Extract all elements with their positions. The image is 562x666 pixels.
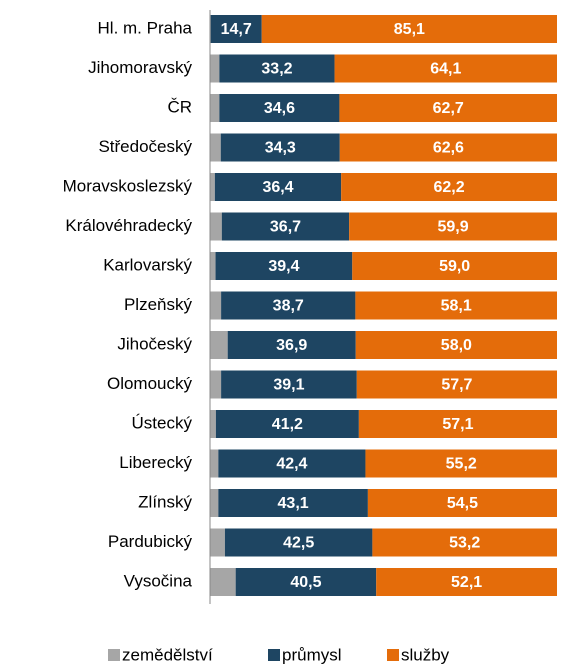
- bar-segment: [358, 410, 557, 438]
- bar-segment: [224, 528, 373, 557]
- value-label: 42,4: [276, 456, 307, 473]
- value-label: 54,5: [447, 495, 478, 512]
- bar-segment: [352, 252, 557, 280]
- value-label: 36,7: [270, 219, 301, 236]
- bar-segment: [349, 212, 557, 241]
- value-label: 62,7: [433, 100, 464, 117]
- bar-segment: [372, 528, 557, 557]
- bar-segment: [210, 528, 225, 557]
- bar-segment: [376, 568, 557, 596]
- value-label: 59,9: [438, 219, 469, 236]
- value-label: 57,1: [442, 416, 473, 433]
- category-label: Olomoucký: [107, 374, 193, 393]
- bar-segment: [210, 331, 228, 359]
- value-label: 14,7: [221, 21, 252, 38]
- bar-segment: [210, 94, 220, 122]
- bar-segment: [210, 489, 219, 517]
- legend-label: zemědělství: [122, 645, 213, 664]
- bar-segment: [215, 252, 353, 280]
- bar-segment: [219, 94, 340, 122]
- legend-label: průmysl: [282, 645, 342, 664]
- bar-segment: [210, 54, 220, 83]
- category-label: Hl. m. Praha: [98, 18, 193, 37]
- legend-swatch: [387, 649, 399, 661]
- value-label: 39,1: [273, 377, 304, 394]
- bar-segment: [210, 133, 221, 162]
- bar-segment: [221, 212, 350, 241]
- value-label: 62,2: [434, 179, 465, 196]
- legend-swatch: [108, 649, 120, 661]
- value-label: 52,1: [451, 574, 482, 591]
- bar-segment: [339, 94, 557, 122]
- category-label: Karlovarský: [103, 255, 192, 274]
- category-label: Liberecký: [119, 453, 192, 472]
- value-label: 85,1: [394, 21, 425, 38]
- value-label: 39,4: [268, 258, 299, 275]
- bar-segment: [355, 331, 557, 359]
- value-label: 53,2: [449, 535, 480, 552]
- category-label: Královéhradecký: [65, 216, 192, 235]
- bar-segment: [210, 449, 219, 478]
- legend-label: služby: [401, 645, 450, 664]
- bar-segment: [210, 568, 236, 596]
- bar-segment: [210, 15, 262, 43]
- value-label: 36,4: [262, 179, 293, 196]
- bar-segment: [218, 449, 366, 478]
- bar-segment: [227, 331, 356, 359]
- bar-segment: [210, 252, 216, 280]
- category-label: Jihomoravský: [88, 58, 192, 77]
- bar-segment: [210, 410, 216, 438]
- category-label: Plzeňský: [124, 295, 193, 314]
- value-label: 59,0: [439, 258, 470, 275]
- value-label: 58,0: [441, 337, 472, 354]
- bar-segment: [367, 489, 557, 517]
- value-label: 58,1: [441, 298, 472, 315]
- bar-segment: [220, 133, 340, 162]
- category-label: Moravskoslezský: [63, 176, 193, 195]
- value-label: 62,6: [433, 140, 464, 157]
- bar-segment: [261, 15, 557, 43]
- category-label: Středočeský: [98, 137, 192, 156]
- category-label: Pardubický: [108, 532, 193, 551]
- category-label: ČR: [167, 97, 192, 116]
- category-label: Ústecký: [132, 413, 193, 432]
- value-label: 40,5: [290, 574, 321, 591]
- value-label: 57,7: [441, 377, 472, 394]
- value-label: 64,1: [430, 61, 461, 78]
- value-label: 34,6: [264, 100, 295, 117]
- value-label: 42,5: [283, 535, 314, 552]
- value-label: 36,9: [276, 337, 307, 354]
- bar-segment: [210, 291, 222, 320]
- category-label: Vysočina: [124, 571, 193, 590]
- bar-segment: [355, 291, 557, 320]
- bar-segment: [219, 54, 335, 83]
- legend-swatch: [268, 649, 280, 661]
- value-label: 41,2: [272, 416, 303, 433]
- bar-segment: [218, 489, 368, 517]
- bar-segment: [365, 449, 557, 478]
- bar-segment: [235, 568, 377, 596]
- bar-segment: [214, 173, 342, 201]
- value-label: 55,2: [446, 456, 477, 473]
- bar-segment: [221, 291, 356, 320]
- bar-segment: [215, 410, 359, 438]
- bar-segment: [210, 212, 222, 241]
- value-label: 33,2: [261, 61, 292, 78]
- bar-segment: [334, 54, 557, 83]
- bar-segment: [210, 173, 215, 201]
- bar-segment: [341, 173, 557, 201]
- bar-segment: [210, 370, 222, 399]
- category-label: Jihočeský: [117, 334, 192, 353]
- bar-segment: [339, 133, 557, 162]
- bar-segment: [356, 370, 557, 399]
- value-label: 38,7: [273, 298, 304, 315]
- value-label: 43,1: [278, 495, 309, 512]
- bar-segment: [221, 370, 357, 399]
- value-label: 34,3: [265, 140, 296, 157]
- category-label: Zlínský: [138, 492, 192, 511]
